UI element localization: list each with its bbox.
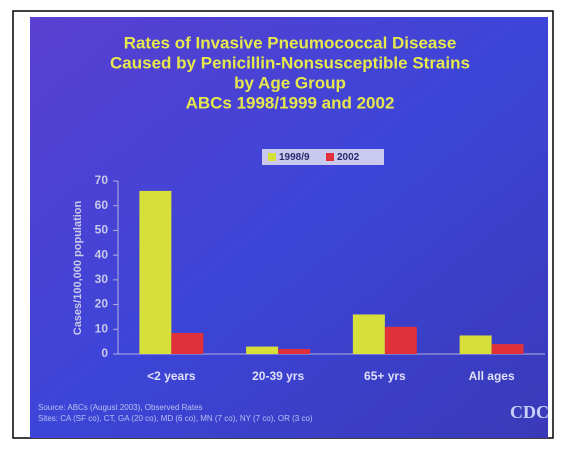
- x-tick-label: 20-39 yrs: [252, 369, 304, 383]
- source-line: Source: ABCs (August 2003), Observed Rat…: [38, 403, 203, 412]
- bar: [492, 344, 524, 354]
- bar: [353, 314, 385, 354]
- bar: [246, 347, 278, 354]
- screenshot: Rates of Invasive Pneumococcal DiseaseCa…: [0, 0, 566, 449]
- bar: [460, 335, 492, 354]
- chart-title: Rates of Invasive Pneumococcal Disease: [124, 33, 457, 52]
- bar: [385, 327, 417, 354]
- legend-label: 2002: [337, 152, 360, 163]
- chart-title: ABCs 1998/1999 and 2002: [186, 93, 395, 112]
- y-tick-label: 40: [95, 247, 109, 261]
- chart-title: by Age Group: [234, 73, 346, 92]
- x-tick-label: All ages: [469, 369, 515, 383]
- y-tick-label: 60: [95, 198, 109, 212]
- y-tick-label: 50: [95, 223, 109, 237]
- legend-swatch: [268, 153, 276, 161]
- bar: [278, 349, 310, 354]
- chart-title: Caused by Penicillin-Nonsusceptible Stra…: [110, 53, 470, 72]
- y-tick-label: 10: [95, 321, 109, 335]
- y-tick-label: 20: [95, 297, 109, 311]
- x-tick-label: <2 years: [147, 369, 196, 383]
- y-axis-label: Cases/100,000 population: [72, 200, 84, 335]
- legend-label: 1998/9: [279, 152, 310, 163]
- bar: [139, 191, 171, 354]
- y-tick-label: 30: [95, 272, 109, 286]
- source-line: Sites: CA (SF co), CT, GA (20 co), MD (6…: [38, 414, 313, 423]
- bar: [171, 333, 203, 354]
- logo: CDC: [510, 402, 549, 422]
- legend-swatch: [326, 153, 334, 161]
- x-tick-label: 65+ yrs: [364, 369, 406, 383]
- y-tick-label: 70: [95, 173, 109, 187]
- y-tick-label: 0: [101, 346, 108, 360]
